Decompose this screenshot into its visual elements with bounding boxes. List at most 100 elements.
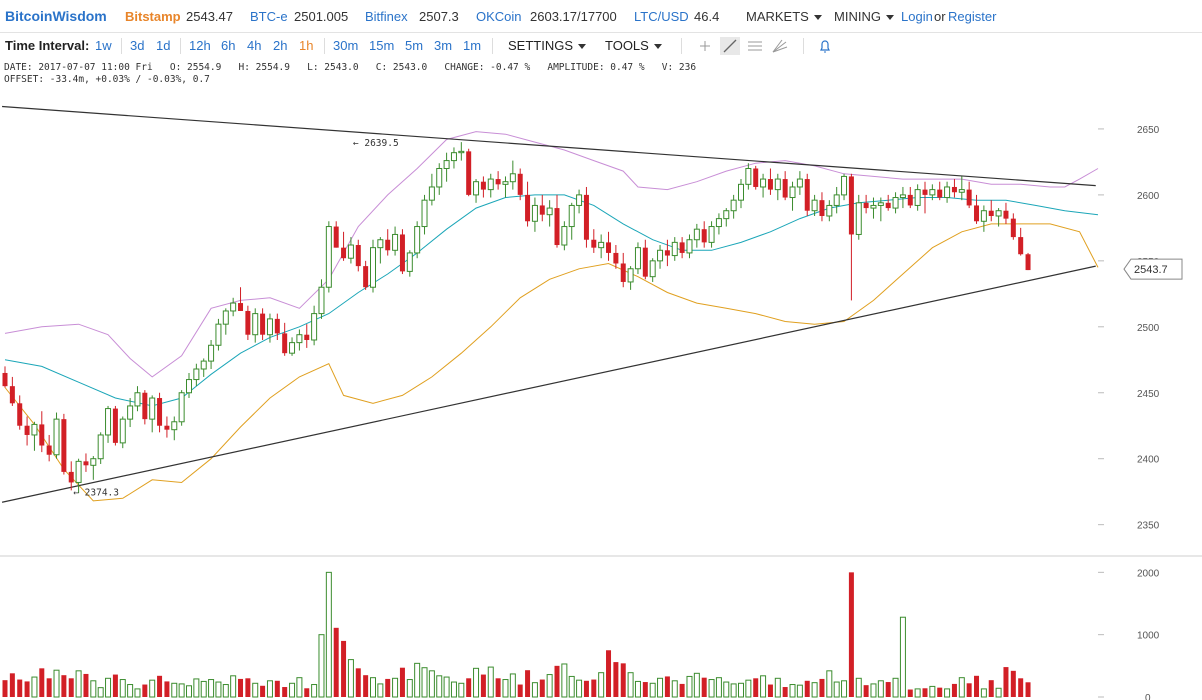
candle-body [333, 226, 339, 248]
exchange-btce-name[interactable]: BTC-e [250, 9, 288, 24]
volume-bar [525, 670, 531, 697]
exchange-ltcusd-name[interactable]: LTC/USD [634, 9, 689, 24]
volume-bar [355, 668, 361, 697]
site-logo[interactable]: BitcoinWisdom [5, 8, 107, 24]
candle-body [613, 252, 619, 264]
volume-bar [745, 679, 752, 698]
markets-menu[interactable]: MARKETS [746, 9, 822, 24]
volume-bar [708, 679, 715, 698]
volume-bar [414, 662, 421, 698]
divider [492, 38, 493, 54]
pitchfork-icon[interactable] [770, 37, 790, 55]
fib-lines-icon[interactable] [745, 37, 765, 55]
login-link[interactable]: Login [901, 9, 933, 24]
candle-body [627, 268, 634, 283]
volume-bar [855, 677, 862, 698]
candle-body [458, 150, 465, 154]
register-link[interactable]: Register [948, 9, 997, 24]
interval-1h[interactable]: 1h [299, 38, 314, 53]
volume-bar [885, 682, 891, 697]
exchange-okcoin-name[interactable]: OKCoin [476, 9, 522, 24]
volume-bar [134, 688, 141, 698]
candle-body [466, 151, 472, 195]
candle-body [193, 368, 200, 381]
volume-bar [546, 674, 553, 698]
candle-body [531, 204, 538, 222]
interval-1d[interactable]: 1d [156, 38, 171, 53]
volume-bar [238, 678, 244, 697]
interval-6h[interactable]: 6h [221, 38, 236, 53]
volume-bar [385, 678, 391, 697]
volume-bar [1010, 670, 1016, 697]
interval-15m[interactable]: 15m [369, 38, 395, 53]
candle-body [598, 241, 605, 249]
alert-bell-icon[interactable] [815, 37, 835, 55]
volume-bar [568, 675, 575, 698]
candle-body [502, 181, 509, 185]
price-tick-label: 2650 [1137, 125, 1160, 136]
chevron-down-icon [885, 15, 894, 21]
volume-bar [245, 678, 251, 697]
volume-bar [554, 665, 560, 697]
candle-body [760, 178, 767, 188]
volume-bar [723, 681, 730, 698]
candle-body [208, 344, 215, 362]
interval-30m[interactable]: 30m [333, 38, 359, 53]
markets-menu-label: MARKETS [746, 9, 809, 24]
bollinger-lower-line [4, 223, 1099, 502]
volume-bar [819, 678, 825, 697]
candle-body [17, 403, 23, 426]
interval-3m[interactable]: 3m [434, 38, 453, 53]
exchange-bitfinex-name[interactable]: Bitfinex [365, 9, 408, 24]
candle-body [995, 210, 1002, 217]
candle-body [46, 445, 52, 455]
candle-body [885, 202, 891, 209]
settings-menu[interactable]: SETTINGS [508, 38, 587, 53]
volume-bar [443, 676, 450, 698]
volume-bar [502, 679, 509, 698]
crosshair-icon[interactable] [695, 37, 715, 55]
mining-menu[interactable]: MINING [834, 9, 894, 24]
candle-body [119, 418, 126, 444]
candle-body [554, 208, 560, 246]
candle-body [142, 392, 148, 420]
tools-menu[interactable]: TOOLS [605, 38, 662, 53]
line-draw-icon[interactable] [720, 37, 740, 55]
interval-3d[interactable]: 3d [130, 38, 145, 53]
volume-bar [796, 684, 803, 698]
chevron-down-icon [653, 44, 662, 50]
volume-bar [899, 616, 906, 698]
candle-body [149, 397, 156, 420]
volume-bar [774, 677, 781, 698]
candle-body [171, 421, 178, 431]
candle-body [53, 418, 60, 456]
volume-bar [686, 675, 693, 698]
offset-info-line: OFFSET: -33.4m, +0.03% / -0.03%, 0.7 [4, 74, 210, 85]
volume-bar [693, 672, 700, 698]
interval-4h[interactable]: 4h [247, 38, 262, 53]
interval-12h[interactable]: 12h [189, 38, 211, 53]
candle-body [826, 204, 833, 217]
candle-body [341, 247, 347, 259]
volume-bar [922, 688, 928, 697]
interval-5m[interactable]: 5m [405, 38, 424, 53]
exchange-bitstamp-name[interactable]: Bitstamp [125, 9, 181, 24]
candle-body [370, 247, 376, 288]
volume-bar [789, 684, 796, 698]
candle-body [164, 425, 170, 430]
interval-1w[interactable]: 1w [95, 38, 112, 53]
candle-body [634, 247, 641, 270]
volume-bar [767, 684, 773, 697]
exchange-bitstamp-price: 2543.47 [186, 9, 233, 24]
volume-bar [289, 682, 296, 698]
volume-bar [988, 680, 994, 697]
interval-2h[interactable]: 2h [273, 38, 288, 53]
volume-bar [738, 682, 744, 698]
interval-1m[interactable]: 1m [463, 38, 482, 53]
volume-bar [157, 675, 163, 697]
candle-body [363, 266, 369, 288]
volume-bar [186, 685, 192, 698]
volume-bar [958, 677, 965, 698]
candle-body [399, 234, 405, 272]
